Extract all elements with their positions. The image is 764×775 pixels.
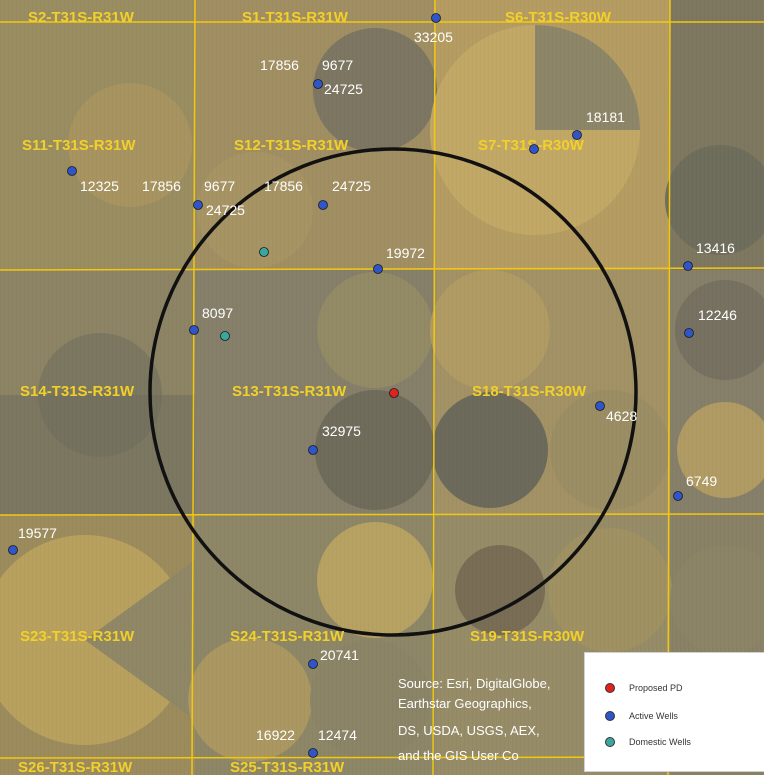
well-label: 12474: [318, 727, 357, 743]
section-label: S6-T31S-R30W: [505, 9, 612, 26]
active-well-marker[interactable]: [318, 200, 328, 210]
map-legend: Proposed PD Active Wells Domestic Wells: [584, 652, 764, 772]
well-label: 9677: [322, 57, 353, 73]
section-label: S1-T31S-R31W: [242, 9, 349, 26]
well-label: 24725: [332, 178, 371, 194]
active-well-marker[interactable]: [529, 144, 539, 154]
well-label: 13416: [696, 240, 735, 256]
active-well-legend-icon: [605, 711, 615, 721]
attribution-line: Source: Esri, DigitalGlobe,: [398, 676, 550, 691]
attribution-line: and the GIS User Co: [398, 748, 519, 763]
active-well-marker[interactable]: [595, 401, 605, 411]
section-label: S23-T31S-R31W: [20, 628, 135, 645]
section-label: S11-T31S-R31W: [22, 137, 136, 154]
well-label: 33205: [414, 29, 453, 45]
active-well-marker[interactable]: [8, 545, 18, 555]
well-label: 12325: [80, 178, 119, 194]
active-well-marker[interactable]: [308, 748, 318, 758]
attribution-line: Earthstar Geographics,: [398, 696, 532, 711]
well-label: 17856: [142, 178, 181, 194]
section-label: S19-T31S-R30W: [470, 628, 585, 645]
section-label: S24-T31S-R31W: [230, 628, 345, 645]
active-well-marker[interactable]: [313, 79, 323, 89]
section-labels: S2-T31S-R31W S1-T31S-R31W S6-T31S-R30W S…: [18, 9, 612, 775]
active-well-marker[interactable]: [683, 261, 693, 271]
active-well-marker[interactable]: [193, 200, 203, 210]
legend-item-proposed: Proposed PD: [605, 683, 683, 693]
section-label: S26-T31S-R31W: [18, 759, 133, 775]
legend-item-active: Active Wells: [605, 711, 678, 721]
domestic-well-marker[interactable]: [220, 331, 230, 341]
well-label: 19972: [386, 245, 425, 261]
active-well-marker[interactable]: [308, 445, 318, 455]
basemap-attribution: Source: Esri, DigitalGlobe, Earthstar Ge…: [398, 676, 550, 763]
active-well-marker[interactable]: [431, 13, 441, 23]
well-label: 12246: [698, 307, 737, 323]
well-label: 32975: [322, 423, 361, 439]
well-markers: [8, 13, 694, 758]
proposed-well-marker[interactable]: [389, 388, 399, 398]
well-label: 6749: [686, 473, 717, 489]
active-well-marker[interactable]: [189, 325, 199, 335]
well-label: 16922: [256, 727, 295, 743]
active-well-marker[interactable]: [67, 166, 77, 176]
well-label: 19577: [18, 525, 57, 541]
buffer-circle: [148, 147, 638, 637]
section-label: S12-T31S-R31W: [234, 137, 349, 154]
active-well-marker[interactable]: [673, 491, 683, 501]
well-label: 17856: [264, 178, 303, 194]
well-label: 17856: [260, 57, 299, 73]
active-well-marker[interactable]: [684, 328, 694, 338]
well-label: 24725: [206, 202, 245, 218]
well-label: 8097: [202, 305, 233, 321]
section-label: S13-T31S-R31W: [232, 383, 347, 400]
well-label: 24725: [324, 81, 363, 97]
well-label: 18181: [586, 109, 625, 125]
legend-label: Active Wells: [629, 711, 678, 721]
section-label: S14-T31S-R31W: [20, 383, 135, 400]
section-label: S2-T31S-R31W: [28, 9, 135, 26]
active-well-marker[interactable]: [308, 659, 318, 669]
well-labels: 33205 17856 9677 24725 18181 12325 17856…: [18, 29, 737, 743]
active-well-marker[interactable]: [373, 264, 383, 274]
legend-label: Proposed PD: [629, 683, 683, 693]
section-label: S18-T31S-R30W: [472, 383, 587, 400]
active-well-marker[interactable]: [572, 130, 582, 140]
domestic-well-legend-icon: [605, 737, 615, 747]
well-label: 4628: [606, 408, 637, 424]
legend-label: Domestic Wells: [629, 737, 691, 747]
well-label: 9677: [204, 178, 235, 194]
well-label: 20741: [320, 647, 359, 663]
attribution-line: DS, USDA, USGS, AEX,: [398, 723, 540, 738]
section-label: S25-T31S-R31W: [230, 759, 345, 775]
legend-item-domestic: Domestic Wells: [605, 737, 691, 747]
domestic-well-marker[interactable]: [259, 247, 269, 257]
proposed-well-legend-icon: [605, 683, 615, 693]
